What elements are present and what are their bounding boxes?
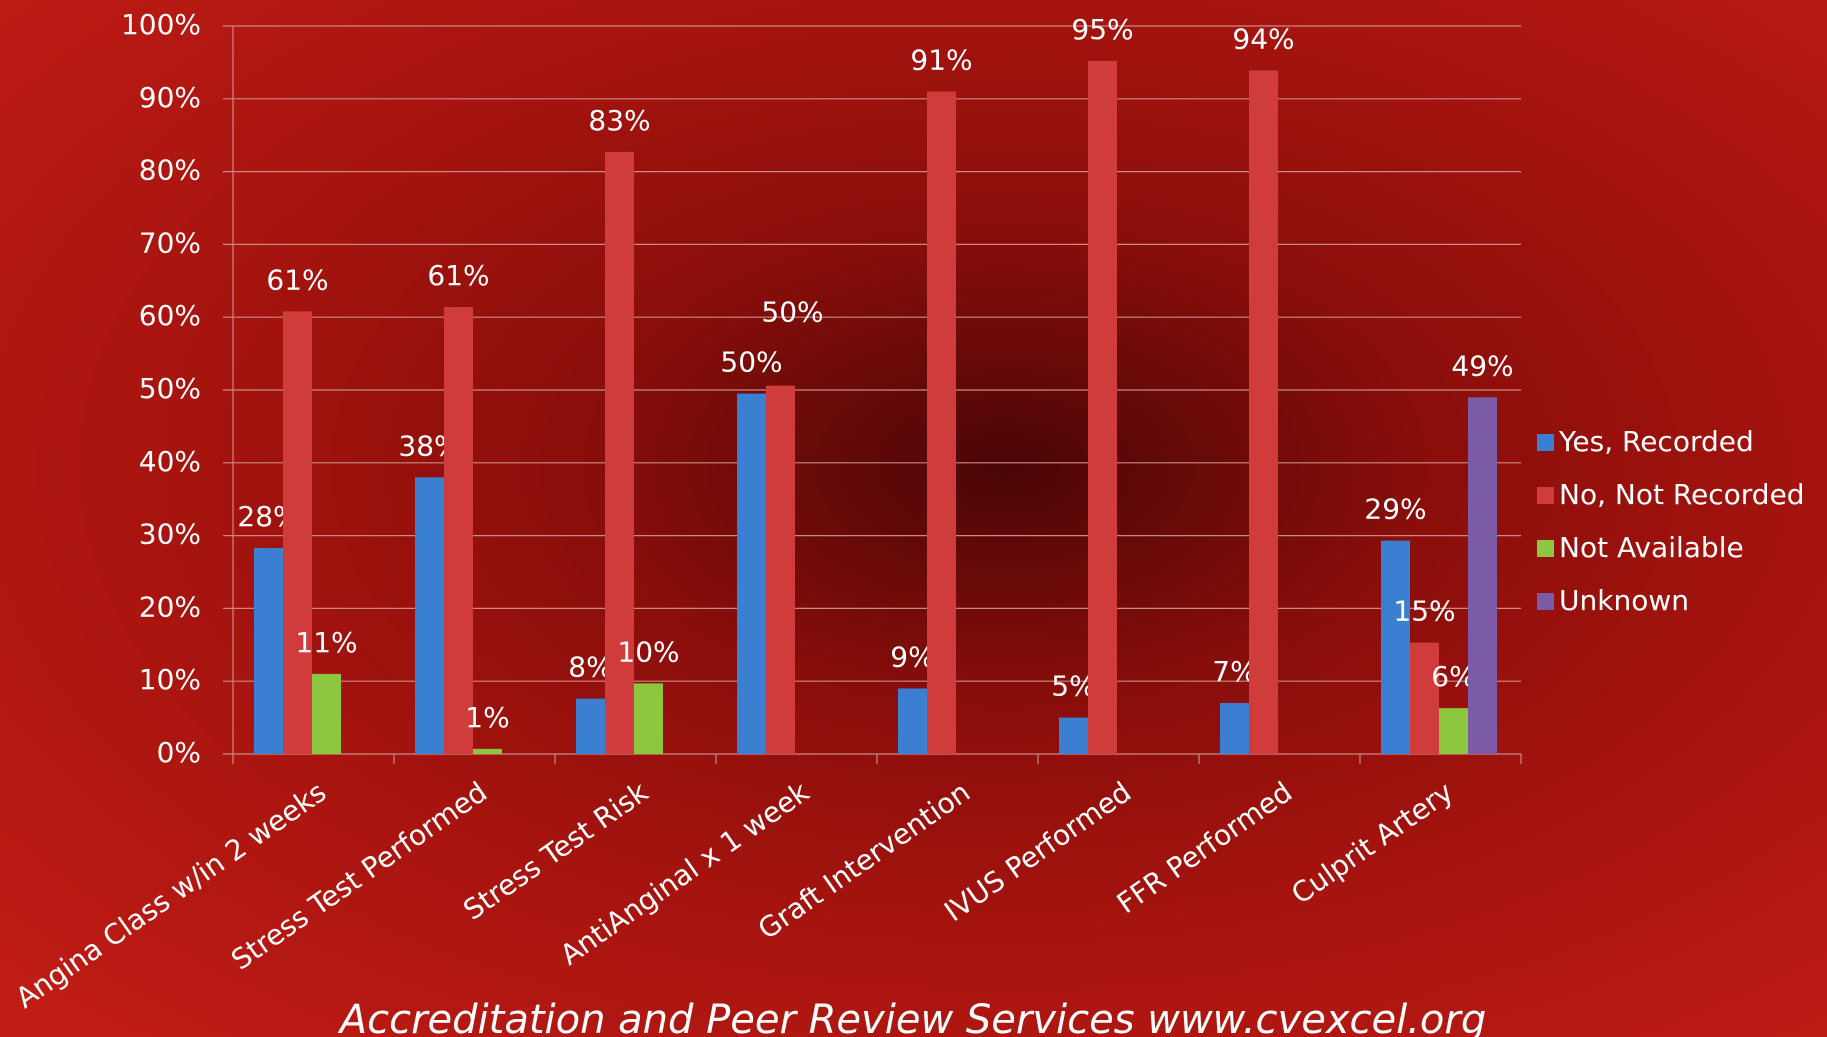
bar — [1249, 70, 1278, 754]
bar — [1088, 60, 1117, 755]
value-label: 95% — [1071, 13, 1133, 46]
bar — [1439, 708, 1468, 754]
bar — [254, 547, 283, 754]
x-tick-label: Angina Class w/in 2 weeks — [10, 775, 332, 1015]
bar — [766, 385, 795, 754]
bar — [737, 393, 766, 754]
bar — [898, 688, 927, 754]
y-tick-label: 0% — [157, 736, 201, 769]
y-tick-label: 30% — [139, 518, 201, 551]
value-label: 50% — [761, 296, 823, 329]
value-label: 50% — [720, 346, 782, 379]
value-label: 29% — [1364, 493, 1426, 526]
bar — [1220, 703, 1249, 754]
y-tick-label: 10% — [139, 663, 201, 696]
y-tick-label: 70% — [139, 226, 201, 259]
bar — [1381, 540, 1410, 754]
legend-label: Yes, Recorded — [1558, 425, 1754, 458]
bar — [415, 477, 444, 754]
bar — [283, 311, 312, 754]
x-tick-label: Stress Test Performed — [225, 775, 493, 976]
bar — [1410, 642, 1439, 754]
value-label: 61% — [266, 263, 328, 296]
value-label: 10% — [617, 635, 679, 668]
legend-swatch — [1537, 593, 1554, 610]
legend-swatch — [1537, 540, 1554, 557]
footer: Accreditation and Peer Review Services w… — [337, 997, 1487, 1037]
bar — [1059, 717, 1088, 754]
legend-label: No, Not Recorded — [1559, 478, 1805, 511]
bar — [1468, 397, 1497, 754]
legend-swatch — [1537, 434, 1554, 451]
bar — [473, 748, 502, 754]
value-label: 49% — [1451, 349, 1513, 382]
legend-label: Not Available — [1559, 531, 1744, 564]
bar — [927, 91, 956, 754]
y-tick-label: 90% — [139, 81, 201, 114]
y-tick-label: 20% — [139, 590, 201, 623]
y-tick-label: 50% — [139, 372, 201, 405]
value-label: 91% — [910, 44, 972, 77]
y-tick-label: 100% — [121, 8, 201, 41]
value-label: 15% — [1393, 595, 1455, 628]
bar — [576, 698, 605, 754]
legend-label: Unknown — [1559, 584, 1689, 617]
value-label: 1% — [465, 701, 509, 734]
y-tick-label: 80% — [139, 154, 201, 187]
value-label: 61% — [427, 259, 489, 292]
x-tick-label: Culprit Artery — [1285, 775, 1459, 910]
value-label: 11% — [295, 626, 357, 659]
x-tick-label: FFR Performed — [1111, 775, 1298, 920]
y-tick-label: 60% — [139, 299, 201, 332]
bar — [444, 307, 473, 754]
legend-swatch — [1537, 487, 1554, 504]
bar — [634, 683, 663, 754]
y-tick-label: 40% — [139, 445, 201, 478]
bar — [605, 151, 634, 755]
bar — [312, 673, 341, 754]
value-label: 83% — [588, 104, 650, 137]
value-label: 94% — [1232, 22, 1294, 55]
